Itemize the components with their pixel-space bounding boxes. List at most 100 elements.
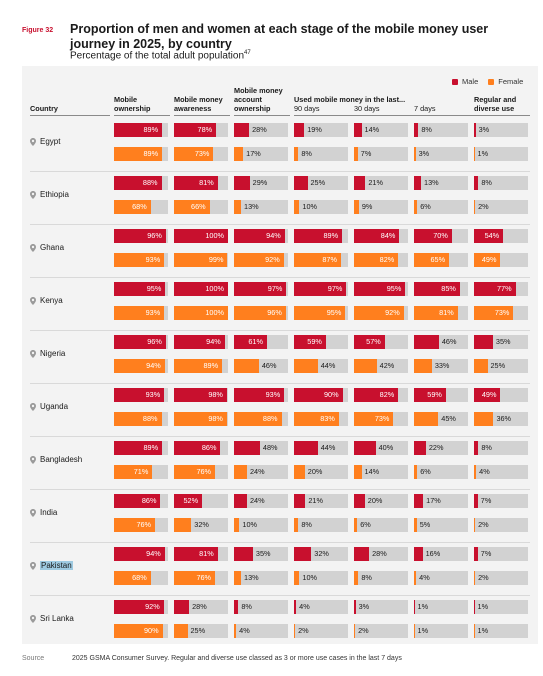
- bar-track: 94%: [114, 547, 168, 561]
- bar-track: 76%: [174, 571, 228, 585]
- bar-male: [234, 123, 250, 137]
- data-label-female: 2%: [478, 573, 489, 582]
- bar-male: [354, 123, 362, 137]
- bar-track: 8%: [294, 147, 348, 161]
- bar-female: [294, 306, 346, 320]
- data-label-male: 7%: [480, 496, 492, 505]
- bar-track: 1%: [474, 600, 528, 614]
- bar-female: [294, 253, 341, 267]
- data-label-female: 49%: [481, 255, 497, 264]
- bar-track: 32%: [174, 518, 228, 532]
- data-label-male: 44%: [320, 443, 336, 452]
- data-label-female: 88%: [142, 414, 158, 423]
- bar-track: 71%: [114, 465, 168, 479]
- row-divider: [30, 330, 530, 331]
- location-pin-icon: [30, 349, 36, 358]
- bar-track: 14%: [354, 123, 408, 137]
- data-label-female: 2%: [478, 202, 489, 211]
- bar-track: 93%: [114, 306, 168, 320]
- data-label-female: 5%: [419, 520, 431, 529]
- bar-track: 35%: [474, 335, 528, 349]
- data-label-male: 77%: [496, 284, 512, 293]
- bar-female: [234, 359, 259, 373]
- bar-track: 24%: [234, 465, 288, 479]
- bar-female: [114, 253, 165, 267]
- data-label-male: 49%: [481, 390, 497, 399]
- data-label-female: 17%: [246, 149, 261, 158]
- data-label-male: 28%: [372, 549, 387, 558]
- legend: Male Female: [452, 77, 523, 86]
- country-name: Pakistan: [40, 561, 73, 570]
- bar-male: [174, 123, 217, 137]
- bar-male: [474, 229, 504, 243]
- column-header-4: 30 days: [354, 104, 380, 113]
- data-label-female: 2%: [478, 520, 489, 529]
- data-label-male: 54%: [484, 231, 500, 240]
- bar-track: 35%: [234, 547, 288, 561]
- data-label-female: 8%: [301, 149, 312, 158]
- bar-male: [114, 600, 164, 614]
- location-pin-icon: [30, 508, 36, 517]
- bar-male: [414, 282, 460, 296]
- bar-track: 100%: [174, 282, 228, 296]
- bar-track: 13%: [234, 571, 288, 585]
- bar-male: [114, 176, 162, 190]
- bar-female: [474, 465, 477, 479]
- bar-track: 40%: [354, 441, 408, 455]
- row-divider: [30, 277, 530, 278]
- data-label-male: 25%: [310, 178, 326, 187]
- bar-track: 73%: [354, 412, 408, 426]
- data-label-female: 66%: [191, 202, 206, 211]
- data-label-male: 100%: [205, 284, 224, 293]
- data-label-female: 45%: [441, 414, 456, 423]
- bar-male: [234, 600, 239, 614]
- bar-track: 65%: [414, 253, 468, 267]
- bar-female: [414, 200, 418, 214]
- bar-track: 1%: [414, 600, 468, 614]
- bar-track: 8%: [414, 123, 468, 137]
- bar-track: 61%: [234, 335, 288, 349]
- bar-female: [294, 200, 300, 214]
- bar-female: [114, 518, 156, 532]
- data-label-female: 8%: [301, 520, 312, 529]
- bar-female: [294, 571, 300, 585]
- bar-male: [414, 123, 419, 137]
- data-label-male: 7%: [480, 549, 492, 558]
- bar-male: [234, 494, 247, 508]
- bar-track: 25%: [474, 359, 528, 373]
- bar-female: [414, 465, 418, 479]
- bar-track: 57%: [354, 335, 408, 349]
- bar-male: [174, 494, 203, 508]
- data-label-female: 13%: [244, 573, 259, 582]
- bar-track: 2%: [474, 200, 528, 214]
- bar-female: [414, 359, 432, 373]
- bar-track: 20%: [354, 494, 408, 508]
- bar-male: [474, 494, 478, 508]
- data-label-female: 2%: [298, 626, 309, 635]
- data-label-male: 89%: [323, 231, 339, 240]
- location-pin-icon: [30, 243, 36, 252]
- bar-track: 8%: [234, 600, 288, 614]
- data-label-female: 42%: [379, 361, 395, 370]
- bar-track: 3%: [354, 600, 408, 614]
- data-label-female: 25%: [490, 361, 506, 370]
- bar-male: [414, 229, 452, 243]
- bar-track: 83%: [294, 412, 348, 426]
- data-label-female: 20%: [307, 467, 323, 476]
- data-label-male: 17%: [426, 496, 441, 505]
- column-header-6: Regular and diverse use: [474, 95, 517, 113]
- data-label-female: 73%: [494, 308, 510, 317]
- bar-female: [114, 412, 162, 426]
- row-divider: [30, 383, 530, 384]
- bar-female: [354, 253, 399, 267]
- bar-male: [174, 229, 228, 243]
- bar-track: 86%: [114, 494, 168, 508]
- bar-track: 44%: [294, 441, 348, 455]
- data-label-male: 70%: [433, 231, 448, 240]
- data-label-male: 59%: [427, 390, 442, 399]
- column-group-header: Used mobile money in the last...: [294, 95, 406, 104]
- data-label-female: 93%: [145, 308, 161, 317]
- bar-male: [354, 229, 400, 243]
- data-label-female: 25%: [190, 626, 206, 635]
- bar-female: [414, 306, 458, 320]
